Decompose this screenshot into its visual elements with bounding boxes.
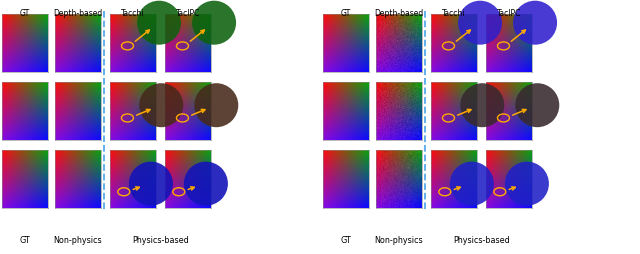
Circle shape [192,1,236,45]
Circle shape [460,83,504,127]
Text: GT: GT [341,9,351,18]
Text: Tacchi: Tacchi [442,9,466,18]
Circle shape [513,1,557,45]
Circle shape [137,1,181,45]
Text: Non-physics: Non-physics [374,236,423,245]
Text: TacIPC: TacIPC [176,9,200,18]
Text: Depth-based: Depth-based [374,9,424,18]
Text: Non-physics: Non-physics [54,236,102,245]
Text: GT: GT [20,236,30,245]
Circle shape [515,83,559,127]
Circle shape [129,162,173,206]
Text: TacIPC: TacIPC [497,9,521,18]
Circle shape [140,83,183,127]
Text: GT: GT [20,9,30,18]
Circle shape [458,1,502,45]
Circle shape [505,162,549,206]
Text: Physics-based: Physics-based [132,236,189,245]
Text: Tacchi: Tacchi [121,9,145,18]
Text: Physics-based: Physics-based [453,236,510,245]
Circle shape [195,83,238,127]
Circle shape [184,162,228,206]
Text: GT: GT [340,236,351,245]
Text: Depth-based: Depth-based [53,9,102,18]
Circle shape [450,162,494,206]
